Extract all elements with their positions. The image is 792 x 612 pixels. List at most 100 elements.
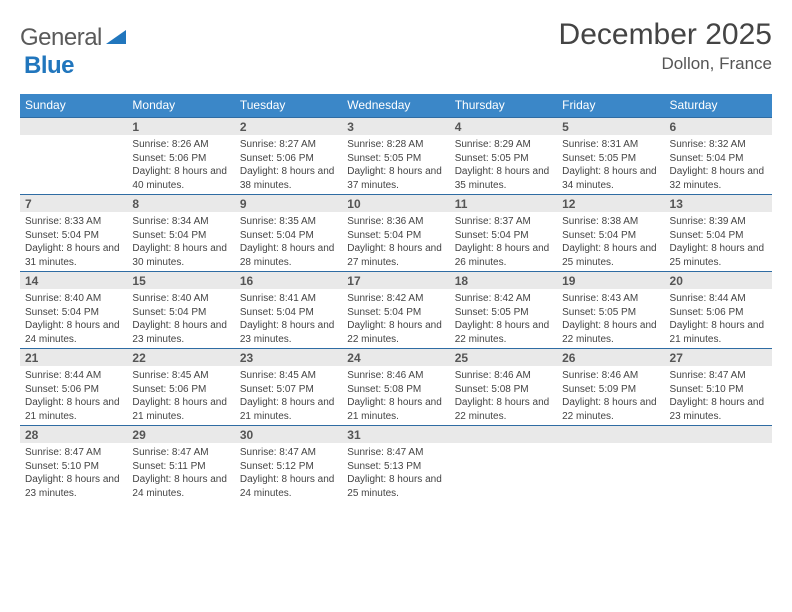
daylight-text: Daylight: 8 hours and 24 minutes. (132, 473, 229, 500)
calendar-cell (450, 425, 557, 502)
day-details: Sunrise: 8:34 AMSunset: 5:04 PMDaylight:… (127, 212, 234, 271)
sunrise-text: Sunrise: 8:42 AM (455, 292, 552, 306)
day-number: 10 (342, 194, 449, 212)
daylight-text: Daylight: 8 hours and 32 minutes. (670, 165, 767, 192)
day-details: Sunrise: 8:43 AMSunset: 5:05 PMDaylight:… (557, 289, 664, 348)
daylight-text: Daylight: 8 hours and 22 minutes. (562, 319, 659, 346)
day-details (20, 135, 127, 191)
sunset-text: Sunset: 5:06 PM (25, 383, 122, 397)
day-details (450, 443, 557, 499)
day-header: Thursday (450, 94, 557, 117)
sunset-text: Sunset: 5:09 PM (562, 383, 659, 397)
daylight-text: Daylight: 8 hours and 34 minutes. (562, 165, 659, 192)
calendar-week-row: 1 Sunrise: 8:26 AMSunset: 5:06 PM Daylight… (20, 117, 772, 194)
day-number: 26 (557, 348, 664, 366)
day-header: Friday (557, 94, 664, 117)
calendar-cell: 10Sunrise: 8:36 AMSunset: 5:04 PMDayligh… (342, 194, 449, 271)
sunset-text: Sunset: 5:06 PM (132, 152, 229, 166)
sunrise-text: Sunrise: 8:44 AM (25, 369, 122, 383)
calendar-cell: 7Sunrise: 8:33 AMSunset: 5:04 PMDaylight… (20, 194, 127, 271)
sunrise-text: Sunrise: 8:46 AM (347, 369, 444, 383)
sunrise-text: Sunrise: 8:35 AM (240, 215, 337, 229)
calendar-cell: 31Sunrise: 8:47 AMSunset: 5:13 PMDayligh… (342, 425, 449, 502)
sunset-text: Sunset: 5:10 PM (670, 383, 767, 397)
sunset-text: Sunset: 5:04 PM (25, 306, 122, 320)
day-details: Sunrise: 8:40 AMSunset: 5:04 PMDaylight:… (127, 289, 234, 348)
daylight-text: Daylight: 8 hours and 37 minutes. (347, 165, 444, 192)
calendar-cell: 17Sunrise: 8:42 AMSunset: 5:04 PMDayligh… (342, 271, 449, 348)
day-details: Sunrise: 8:46 AMSunset: 5:08 PMDaylight:… (450, 366, 557, 425)
day-details (665, 443, 772, 499)
calendar-week-row: 7Sunrise: 8:33 AMSunset: 5:04 PMDaylight… (20, 194, 772, 271)
sunrise-text: Sunrise: 8:38 AM (562, 215, 659, 229)
day-number: 1 (127, 117, 234, 135)
calendar-page: General December 2025 Dollon, France Blu… (0, 0, 792, 502)
day-number: 16 (235, 271, 342, 289)
day-number: 24 (342, 348, 449, 366)
calendar-cell: 12Sunrise: 8:38 AMSunset: 5:04 PMDayligh… (557, 194, 664, 271)
daylight-text: Daylight: 8 hours and 25 minutes. (562, 242, 659, 269)
sunset-text: Sunset: 5:04 PM (347, 306, 444, 320)
sunrise-text: Sunrise: 8:36 AM (347, 215, 444, 229)
location-label: Dollon, France (559, 54, 772, 74)
calendar-week-row: 28Sunrise: 8:47 AMSunset: 5:10 PMDayligh… (20, 425, 772, 502)
day-details: Sunrise: 8:28 AMSunset: 5:05 PMDaylight:… (342, 135, 449, 194)
day-number: 30 (235, 425, 342, 443)
sunrise-text: Sunrise: 8:45 AM (132, 369, 229, 383)
sunrise-text: Sunrise: 8:40 AM (25, 292, 122, 306)
day-header: Saturday (665, 94, 772, 117)
day-number (450, 425, 557, 443)
sunset-text: Sunset: 5:07 PM (240, 383, 337, 397)
sunset-text: Sunset: 5:04 PM (132, 306, 229, 320)
day-details: Sunrise: 8:47 AMSunset: 5:10 PMDaylight:… (665, 366, 772, 425)
calendar-table: Sunday Monday Tuesday Wednesday Thursday… (20, 94, 772, 502)
sunrise-text: Sunrise: 8:45 AM (240, 369, 337, 383)
daylight-text: Daylight: 8 hours and 31 minutes. (25, 242, 122, 269)
daylight-text: Daylight: 8 hours and 38 minutes. (240, 165, 337, 192)
sunset-text: Sunset: 5:04 PM (670, 152, 767, 166)
daylight-text: Daylight: 8 hours and 22 minutes. (562, 396, 659, 423)
calendar-cell: 30Sunrise: 8:47 AMSunset: 5:12 PMDayligh… (235, 425, 342, 502)
calendar-cell: 22Sunrise: 8:45 AMSunset: 5:06 PMDayligh… (127, 348, 234, 425)
sunrise-text: Sunrise: 8:33 AM (25, 215, 122, 229)
day-details: Sunrise: 8:46 AMSunset: 5:08 PMDaylight:… (342, 366, 449, 425)
day-details: Sunrise: 8:37 AMSunset: 5:04 PMDaylight:… (450, 212, 557, 271)
sunrise-text: Sunrise: 8:26 AM (132, 138, 229, 152)
sunrise-text: Sunrise: 8:47 AM (670, 369, 767, 383)
day-number: 15 (127, 271, 234, 289)
day-number: 18 (450, 271, 557, 289)
daylight-text: Daylight: 8 hours and 23 minutes. (25, 473, 122, 500)
daylight-text: Daylight: 8 hours and 24 minutes. (25, 319, 122, 346)
calendar-cell: 15Sunrise: 8:40 AMSunset: 5:04 PMDayligh… (127, 271, 234, 348)
sunrise-text: Sunrise: 8:27 AM (240, 138, 337, 152)
day-details: Sunrise: 8:44 AMSunset: 5:06 PMDaylight:… (20, 366, 127, 425)
calendar-cell: 26 Sunrise: 8:46 AMSunset: 5:09 PMDayligh… (557, 348, 664, 425)
calendar-cell: 20Sunrise: 8:44 AMSunset: 5:06 PMDayligh… (665, 271, 772, 348)
logo: General (20, 24, 128, 52)
daylight-text: Daylight: 8 hours and 24 minutes. (240, 473, 337, 500)
month-title: December 2025 (559, 18, 772, 52)
daylight-text: Daylight: 8 hours and 22 minutes. (347, 319, 444, 346)
sunset-text: Sunset: 5:04 PM (562, 229, 659, 243)
daylight-text: Daylight: 8 hours and 21 minutes. (670, 319, 767, 346)
sunset-text: Sunset: 5:05 PM (562, 152, 659, 166)
daylight-text: Daylight: 8 hours and 25 minutes. (670, 242, 767, 269)
calendar-cell: 16Sunrise: 8:41 AMSunset: 5:04 PMDayligh… (235, 271, 342, 348)
sunrise-text: Sunrise: 8:47 AM (132, 446, 229, 460)
daylight-text: Daylight: 8 hours and 35 minutes. (455, 165, 552, 192)
sunset-text: Sunset: 5:10 PM (25, 460, 122, 474)
sunrise-text: Sunrise: 8:29 AM (455, 138, 552, 152)
logo-text-general: General (20, 24, 102, 52)
calendar-cell: 27Sunrise: 8:47 AMSunset: 5:10 PMDayligh… (665, 348, 772, 425)
daylight-text: Daylight: 8 hours and 30 minutes. (132, 242, 229, 269)
daylight-text: Daylight: 8 hours and 23 minutes. (132, 319, 229, 346)
day-number: 4 (450, 117, 557, 135)
sunset-text: Sunset: 5:04 PM (240, 229, 337, 243)
sunrise-text: Sunrise: 8:46 AM (562, 369, 659, 383)
calendar-cell: 18Sunrise: 8:42 AMSunset: 5:05 PMDayligh… (450, 271, 557, 348)
daylight-text: Daylight: 8 hours and 23 minutes. (670, 396, 767, 423)
day-header: Tuesday (235, 94, 342, 117)
day-details: Sunrise: 8:36 AMSunset: 5:04 PMDaylight:… (342, 212, 449, 271)
calendar-cell: 14 Sunrise: 8:40 AMSunset: 5:04 PMDayligh… (20, 271, 127, 348)
day-number: 14 (20, 271, 127, 289)
